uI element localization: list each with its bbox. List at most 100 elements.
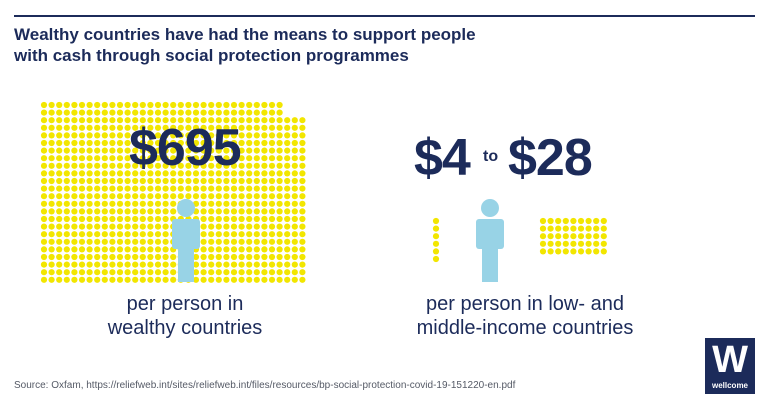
coin-dot [139,208,146,215]
coin-dot [132,253,139,261]
coin-dot [162,193,169,200]
coin-dot [86,215,93,223]
coin-dot [261,276,268,283]
coin-dot [154,147,162,154]
coin-dot [109,193,116,200]
coin-dot [215,139,222,147]
coin-dot [78,261,86,268]
coin-dot [192,185,200,192]
coin-dot [215,162,222,169]
coin-dot [284,170,291,177]
coin-dot [577,233,585,240]
coin-dot [200,253,207,261]
coin-dot [200,162,207,169]
coin-dot [253,276,260,283]
coin-dot [86,276,93,283]
coin-dot [185,124,192,131]
coin-dot [132,124,139,131]
coin-dot [154,155,162,162]
coin-dot [562,248,569,255]
coin-dot [238,177,245,185]
coin-dot [116,147,124,154]
coin-dot [101,200,108,207]
coin-dot [139,101,146,109]
coin-dot [276,253,283,261]
coin-dot [147,208,154,215]
coin-dot [600,225,607,232]
coin-dot [268,238,276,245]
coin-dot [40,215,48,223]
coin-dot [185,139,192,147]
coin-dot [299,132,306,139]
coin-dot [238,147,245,154]
coin-dot [268,231,276,238]
coin-dot [147,215,154,223]
coin-dot [132,200,139,207]
coin-dot [261,223,268,230]
coin-dot [101,162,108,169]
coin-dot [109,231,116,238]
coin-dot [238,269,245,276]
coin-dot [577,225,585,232]
coin-dot [276,208,283,215]
coin-dot [86,139,93,147]
low-middle-amount-low: $4 [414,129,471,187]
coin-dot [78,155,86,162]
coin-dot [185,193,192,200]
coin-dot [147,185,154,192]
coin-dot [147,253,154,261]
coin-dot [78,193,86,200]
coin-dot [223,215,230,223]
coin-dot [40,139,48,147]
coin-dot [94,193,101,200]
coin-dot [200,238,207,245]
coin-dot [162,185,169,192]
coin-dot [268,162,276,169]
coin-dot [539,248,547,255]
coin-dot [94,170,101,177]
coin-dot [132,231,139,238]
coin-dot [48,253,55,261]
coin-dot [116,185,124,192]
coin-dot [56,155,63,162]
coin-dot [154,193,162,200]
coin-dot [116,215,124,223]
coin-dot [94,155,101,162]
coin-dot [48,215,55,223]
coin-dot [230,223,238,230]
coin-dot [432,255,440,263]
coin-dot [238,246,245,253]
coin-dot [109,276,116,283]
coin-dot [246,208,253,215]
coin-dot [162,147,169,154]
coin-dot [223,269,230,276]
coin-dot [192,132,200,139]
coin-dot [78,238,86,245]
coin-dot [86,261,93,268]
coin-dot [40,193,48,200]
coin-dot [101,269,108,276]
coin-dot [86,155,93,162]
coin-dot [116,200,124,207]
coin-dot [40,101,48,109]
coin-dot [261,261,268,268]
coin-dot [94,200,101,207]
coin-dot [78,269,86,276]
coin-dot [147,238,154,245]
coin-dot [238,238,245,245]
coin-dot [223,109,230,116]
coin-dot [223,147,230,154]
coin-dot [63,185,70,192]
coin-dot [253,162,260,169]
coin-dot [253,185,260,192]
coin-dot [200,208,207,215]
coin-dot [154,276,162,283]
coin-dot [48,223,55,230]
coin-dot [585,217,592,225]
coin-dot [147,177,154,185]
coin-dot [109,155,116,162]
coin-dot [71,269,78,276]
coin-dot [48,177,55,185]
coin-dot [139,223,146,230]
coin-dot [192,177,200,185]
